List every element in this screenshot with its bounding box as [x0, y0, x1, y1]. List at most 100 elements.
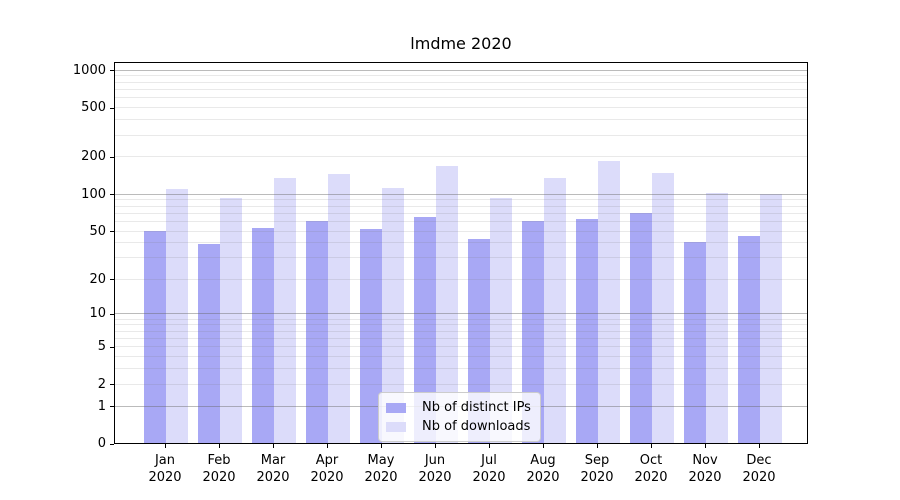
x-tick-label: Jun 2020: [405, 452, 465, 486]
x-tick-label: Aug 2020: [513, 452, 573, 486]
x-tick: [164, 444, 166, 448]
x-tick-label-line: 2020: [688, 470, 722, 485]
bar-distinct-ips-jul: [468, 238, 490, 443]
y-tick-label: 2: [97, 376, 106, 392]
bar-downloads-jul: [490, 198, 512, 443]
x-tick-label-line: 2020: [742, 470, 776, 485]
x-tick-label: Jul 2020: [459, 452, 519, 486]
bar-downloads-sep: [598, 161, 620, 443]
x-tick-label: Sep 2020: [567, 452, 627, 486]
x-tick-label-line: 2020: [256, 470, 290, 485]
x-tick-label-line: 2020: [418, 470, 452, 485]
x-tick-label: Oct 2020: [621, 452, 681, 486]
x-tick-label-line: Apr: [315, 453, 339, 468]
x-tick: [380, 444, 382, 448]
y-tick-label: 0: [97, 436, 106, 451]
x-tick-label-line: 2020: [472, 470, 506, 485]
y-tick: [110, 107, 114, 109]
x-tick-label-line: 2020: [310, 470, 344, 485]
y-tick: [110, 406, 114, 408]
x-tick-label-line: Feb: [207, 453, 231, 468]
bar-downloads-may: [382, 188, 404, 443]
bar-downloads-oct: [652, 173, 674, 443]
x-tick-label: Apr 2020: [297, 452, 357, 486]
x-tick: [434, 444, 436, 448]
x-tick-label-line: 2020: [148, 470, 182, 485]
x-tick-label-line: Jan: [154, 453, 176, 468]
x-tick: [488, 444, 490, 448]
bar-distinct-ips-may: [360, 228, 382, 443]
x-tick: [218, 444, 220, 448]
y-tick-label: 10: [89, 306, 106, 322]
y-tick: [110, 70, 114, 72]
y-tick-label: 1: [97, 398, 106, 414]
x-tick: [758, 444, 760, 448]
x-tick: [596, 444, 598, 448]
bar-downloads-feb: [220, 197, 242, 443]
legend-swatch-distinct-ips: [386, 402, 406, 413]
y-tick: [110, 279, 114, 281]
bar-downloads-jan: [166, 188, 188, 443]
bar-distinct-ips-jan: [144, 230, 166, 443]
y-tick-label: 50: [89, 223, 106, 239]
bar-downloads-nov: [706, 192, 728, 443]
x-tick-label: Mar 2020: [243, 452, 303, 486]
bar-downloads-aug: [544, 178, 566, 443]
x-tick-label: Jan 2020: [135, 452, 195, 486]
bar-distinct-ips-aug: [522, 220, 544, 443]
chart-title: lmdme 2020: [410, 34, 512, 53]
x-tick-label: Feb 2020: [189, 452, 249, 486]
legend-label: Nb of distinct IPs: [422, 400, 531, 415]
bar-downloads-apr: [328, 173, 350, 443]
y-tick-label: 1000: [72, 62, 106, 78]
x-tick-label-line: Aug: [530, 453, 556, 468]
y-tick: [110, 231, 114, 233]
x-tick: [542, 444, 544, 448]
bar-distinct-ips-oct: [630, 212, 652, 443]
y-tick: [110, 346, 114, 348]
x-tick: [272, 444, 274, 448]
x-tick-label: Dec 2020: [729, 452, 789, 486]
x-tick-label-line: 2020: [364, 470, 398, 485]
bars-layer: [115, 63, 807, 443]
bar-distinct-ips-mar: [252, 227, 274, 443]
bar-downloads-mar: [274, 178, 296, 443]
x-tick-label-line: Mar: [260, 453, 286, 468]
bar-downloads-jun: [436, 165, 458, 443]
bar-distinct-ips-jun: [414, 216, 436, 443]
x-tick-label-line: Jul: [481, 453, 497, 468]
y-tick-label: 500: [81, 100, 106, 116]
x-tick-label-line: Dec: [746, 453, 772, 468]
x-tick-label-line: May: [367, 453, 395, 468]
legend-label: Nb of downloads: [422, 419, 531, 434]
y-tick: [110, 443, 114, 445]
y-tick-label: 100: [81, 186, 106, 202]
x-tick-label: Nov 2020: [675, 452, 735, 486]
x-tick: [704, 444, 706, 448]
legend-item: Nb of downloads: [386, 417, 531, 436]
legend-item: Nb of distinct IPs: [386, 398, 531, 417]
x-tick-label-line: Jun: [424, 453, 446, 468]
bar-distinct-ips-apr: [306, 220, 328, 443]
x-tick-label-line: Sep: [584, 453, 610, 468]
x-tick-label-line: Oct: [639, 453, 663, 468]
x-tick: [650, 444, 652, 448]
x-tick-label: May 2020: [351, 452, 411, 486]
legend: Nb of distinct IPs Nb of downloads: [378, 392, 541, 442]
plot-area: [114, 62, 808, 444]
x-tick-label-line: 2020: [526, 470, 560, 485]
x-tick: [326, 444, 328, 448]
bar-distinct-ips-dec: [738, 236, 760, 443]
y-tick: [110, 313, 114, 315]
legend-swatch-downloads: [386, 421, 406, 432]
y-tick: [110, 156, 114, 158]
y-tick-label: 200: [81, 149, 106, 165]
x-tick-label-line: 2020: [634, 470, 668, 485]
bar-distinct-ips-nov: [684, 242, 706, 443]
x-tick-label-line: Nov: [692, 453, 718, 468]
x-tick-label-line: 2020: [580, 470, 614, 485]
x-tick-label-line: 2020: [202, 470, 236, 485]
bar-distinct-ips-sep: [576, 219, 598, 443]
bar-distinct-ips-feb: [198, 243, 220, 443]
